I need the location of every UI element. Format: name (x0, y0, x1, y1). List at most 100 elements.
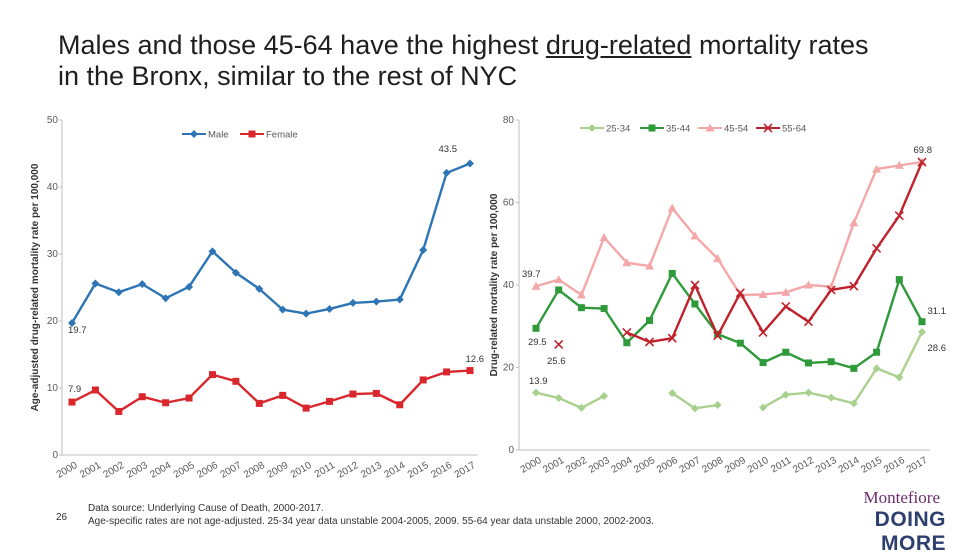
legend-label: 45-54 (724, 124, 748, 135)
data-point-55-64 (758, 327, 768, 338)
data-point-25-34 (918, 328, 926, 337)
data-point-female (279, 391, 287, 399)
data-point-25-34 (895, 373, 904, 382)
x-tick-label: 2005 (172, 460, 197, 481)
legend-label: Female (266, 130, 298, 141)
data-point-female (91, 386, 99, 394)
data-point-male (466, 159, 474, 168)
x-tick-label: 2007 (219, 460, 244, 481)
data-point-45-54 (645, 261, 655, 270)
data-point-female (443, 368, 451, 376)
data-point-35-44 (804, 359, 812, 367)
data-point-55-64 (735, 288, 745, 298)
data-point-male (419, 245, 428, 254)
x-tick-label: 2017 (453, 460, 478, 481)
x-tick-label: 2000 (55, 460, 80, 481)
data-point-55-64 (803, 317, 814, 327)
data-point-male (208, 247, 217, 256)
data-point-female (162, 399, 170, 407)
series-line-female (71, 369, 471, 413)
x-tick-label: 2003 (587, 455, 612, 476)
data-point-55-64 (713, 331, 723, 341)
data-point-35-44 (895, 276, 903, 284)
data-point-female (326, 397, 334, 405)
data-label: 31.1 (928, 306, 947, 317)
data-point-35-44 (646, 316, 654, 324)
series-line-25-34 (762, 331, 924, 409)
data-label: 25.6 (547, 356, 566, 367)
data-label: 7.9 (68, 384, 81, 395)
data-point-male (138, 280, 147, 289)
x-tick-label: 2010 (289, 460, 314, 481)
data-point-25-34 (690, 404, 699, 413)
data-point-25-34 (872, 364, 881, 373)
data-point-male (325, 304, 334, 313)
data-point-35-44 (918, 318, 926, 326)
data-point-55-64 (667, 333, 677, 343)
data-point-25-34 (554, 394, 563, 403)
data-point-male (348, 298, 357, 307)
data-source-note: Data source: Underlying Cause of Death, … (88, 502, 654, 528)
page-title: Males and those 45-64 have the highest d… (58, 30, 869, 91)
data-point-45-54 (690, 231, 700, 240)
data-label: 43.5 (439, 144, 458, 155)
data-point-45-54 (576, 290, 586, 299)
data-point-45-54 (531, 281, 541, 290)
data-point-female (115, 407, 123, 415)
page-number: 26 (56, 512, 68, 523)
x-tick-label: 2015 (406, 460, 431, 481)
y-tick-label: 10 (47, 383, 59, 394)
data-point-male (161, 294, 170, 303)
series-line-45-54 (535, 160, 923, 297)
legend-swatch-marker (763, 123, 773, 133)
data-point-male (278, 305, 287, 314)
data-point-55-64 (644, 337, 655, 347)
data-point-45-54 (667, 203, 677, 212)
data-label: 39.7 (522, 269, 541, 280)
data-point-male (372, 297, 381, 306)
x-tick-label: 2004 (148, 460, 173, 481)
data-label: 12.6 (466, 354, 485, 365)
x-tick-label: 2008 (700, 455, 725, 476)
legend-label: Male (208, 130, 229, 141)
data-label: 29.5 (528, 337, 547, 348)
y-tick-label: 60 (503, 198, 515, 209)
data-point-45-54 (781, 287, 791, 296)
data-point-25-34 (849, 399, 858, 408)
data-point-isolated (554, 339, 564, 349)
data-label: 13.9 (529, 376, 548, 387)
x-tick-label: 2017 (905, 455, 930, 476)
legend-label: 35-44 (666, 124, 690, 135)
data-point-female (419, 376, 427, 384)
data-point-female (302, 404, 310, 412)
series-line-55-64 (626, 161, 924, 344)
data-point-25-34 (827, 393, 836, 402)
data-point-female (255, 399, 263, 407)
data-point-25-34 (759, 403, 768, 412)
data-point-55-64 (917, 157, 927, 167)
x-tick-label: 2011 (769, 455, 794, 475)
legend-label: 25-34 (606, 124, 630, 135)
x-tick-label: 2014 (382, 460, 407, 481)
data-point-male (231, 268, 240, 277)
y-tick-label: 30 (47, 249, 59, 260)
x-tick-label: 2009 (265, 460, 290, 481)
x-tick-label: 2015 (859, 455, 884, 476)
x-tick-label: 2010 (746, 455, 771, 476)
data-point-55-64 (872, 243, 882, 253)
data-point-35-44 (827, 358, 835, 366)
data-point-25-34 (713, 401, 722, 410)
data-point-male (302, 309, 311, 318)
data-point-45-54 (758, 289, 768, 298)
data-point-male (442, 168, 451, 177)
data-point-55-64 (622, 327, 632, 338)
y-tick-label: 50 (47, 115, 59, 126)
x-tick-label: 2016 (429, 460, 454, 481)
data-label: 69.8 (914, 145, 933, 156)
data-point-35-44 (759, 359, 767, 367)
data-point-55-64 (849, 281, 859, 291)
x-tick-label: 2005 (632, 455, 657, 476)
legend-label: 55-64 (782, 124, 806, 135)
x-tick-label: 2012 (791, 455, 816, 476)
data-point-female (208, 371, 216, 379)
